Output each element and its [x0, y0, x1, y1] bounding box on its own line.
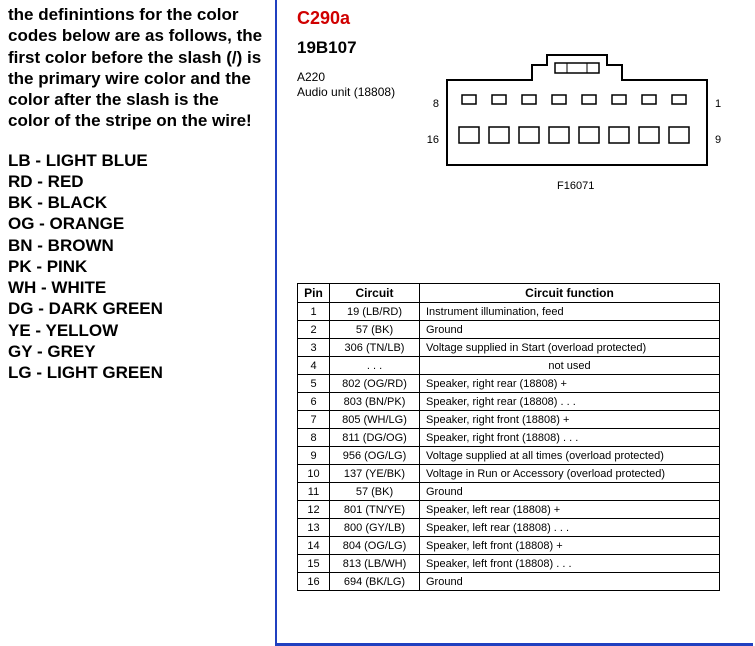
connector-sub: 19B107 — [297, 38, 357, 58]
cell-pin: 11 — [298, 483, 330, 501]
cell-pin: 8 — [298, 429, 330, 447]
cell-function: Voltage supplied in Start (overload prot… — [420, 339, 720, 357]
a220-label: A220 — [297, 70, 325, 84]
cell-circuit: . . . — [330, 357, 420, 375]
cell-function: not used — [420, 357, 720, 375]
cell-function: Speaker, right front (18808) + — [420, 411, 720, 429]
cell-circuit: 306 (TN/LB) — [330, 339, 420, 357]
header-circuit: Circuit — [330, 284, 420, 303]
table-row: 4. . .not used — [298, 357, 720, 375]
cell-circuit: 803 (BN/PK) — [330, 393, 420, 411]
color-code-item: RD - RED — [8, 171, 263, 192]
cell-pin: 10 — [298, 465, 330, 483]
cell-circuit: 813 (LB/WH) — [330, 555, 420, 573]
cell-circuit: 805 (WH/LG) — [330, 411, 420, 429]
color-code-item: PK - PINK — [8, 256, 263, 277]
connector-diagram: 8 1 16 9 — [417, 45, 737, 180]
header-function: Circuit function — [420, 284, 720, 303]
right-panel: C290a 19B107 A220 Audio unit (18808) 8 1… — [275, 0, 753, 646]
cell-pin: 7 — [298, 411, 330, 429]
cell-function: Ground — [420, 321, 720, 339]
color-code-list: LB - LIGHT BLUERD - REDBK - BLACKOG - OR… — [8, 150, 263, 384]
cell-function: Speaker, left rear (18808) . . . — [420, 519, 720, 537]
table-row: 13800 (GY/LB)Speaker, left rear (18808) … — [298, 519, 720, 537]
cell-circuit: 57 (BK) — [330, 483, 420, 501]
cell-pin: 14 — [298, 537, 330, 555]
cell-pin: 2 — [298, 321, 330, 339]
cell-pin: 4 — [298, 357, 330, 375]
table-row: 10137 (YE/BK)Voltage in Run or Accessory… — [298, 465, 720, 483]
table-row: 119 (LB/RD)Instrument illumination, feed — [298, 303, 720, 321]
table-row: 12801 (TN/YE)Speaker, left rear (18808) … — [298, 501, 720, 519]
pin-label-1: 1 — [715, 98, 721, 110]
cell-pin: 6 — [298, 393, 330, 411]
cell-circuit: 800 (GY/LB) — [330, 519, 420, 537]
cell-pin: 12 — [298, 501, 330, 519]
pin-table: Pin Circuit Circuit function 119 (LB/RD)… — [297, 283, 720, 591]
cell-function: Speaker, right rear (18808) . . . — [420, 393, 720, 411]
color-code-item: OG - ORANGE — [8, 213, 263, 234]
color-code-item: LB - LIGHT BLUE — [8, 150, 263, 171]
header-pin: Pin — [298, 284, 330, 303]
cell-pin: 15 — [298, 555, 330, 573]
table-row: 6803 (BN/PK)Speaker, right rear (18808) … — [298, 393, 720, 411]
cell-circuit: 956 (OG/LG) — [330, 447, 420, 465]
table-row: 1157 (BK)Ground — [298, 483, 720, 501]
cell-function: Ground — [420, 483, 720, 501]
cell-function: Speaker, left front (18808) . . . — [420, 555, 720, 573]
color-code-item: BN - BROWN — [8, 235, 263, 256]
cell-pin: 13 — [298, 519, 330, 537]
intro-text: the definintions for the color codes bel… — [8, 4, 263, 132]
left-panel: the definintions for the color codes bel… — [8, 4, 263, 383]
cell-function: Speaker, right rear (18808) + — [420, 375, 720, 393]
color-code-item: LG - LIGHT GREEN — [8, 362, 263, 383]
table-row: 3306 (TN/LB)Voltage supplied in Start (o… — [298, 339, 720, 357]
cell-circuit: 19 (LB/RD) — [330, 303, 420, 321]
cell-function: Voltage in Run or Accessory (overload pr… — [420, 465, 720, 483]
cell-function: Instrument illumination, feed — [420, 303, 720, 321]
cell-function: Speaker, left front (18808) + — [420, 537, 720, 555]
table-row: 7805 (WH/LG)Speaker, right front (18808)… — [298, 411, 720, 429]
cell-circuit: 804 (OG/LG) — [330, 537, 420, 555]
color-code-item: YE - YELLOW — [8, 320, 263, 341]
cell-pin: 16 — [298, 573, 330, 591]
table-row: 5802 (OG/RD)Speaker, right rear (18808) … — [298, 375, 720, 393]
cell-circuit: 137 (YE/BK) — [330, 465, 420, 483]
pin-label-8: 8 — [433, 98, 439, 110]
table-row: 8811 (DG/OG)Speaker, right front (18808)… — [298, 429, 720, 447]
table-row: 14804 (OG/LG)Speaker, left front (18808)… — [298, 537, 720, 555]
color-code-item: DG - DARK GREEN — [8, 298, 263, 319]
cell-pin: 1 — [298, 303, 330, 321]
color-code-item: WH - WHITE — [8, 277, 263, 298]
cell-function: Speaker, left rear (18808) + — [420, 501, 720, 519]
color-code-item: BK - BLACK — [8, 192, 263, 213]
pin-label-16: 16 — [427, 134, 439, 146]
diagram-bottom-label: F16071 — [557, 180, 594, 192]
table-row: 9956 (OG/LG)Voltage supplied at all time… — [298, 447, 720, 465]
cell-circuit: 802 (OG/RD) — [330, 375, 420, 393]
table-row: 257 (BK)Ground — [298, 321, 720, 339]
table-row: 15813 (LB/WH)Speaker, left front (18808)… — [298, 555, 720, 573]
table-header-row: Pin Circuit Circuit function — [298, 284, 720, 303]
cell-function: Voltage supplied at all times (overload … — [420, 447, 720, 465]
color-code-item: GY - GREY — [8, 341, 263, 362]
cell-function: Speaker, right front (18808) . . . — [420, 429, 720, 447]
cell-pin: 3 — [298, 339, 330, 357]
cell-pin: 9 — [298, 447, 330, 465]
pin-label-9: 9 — [715, 134, 721, 146]
cell-circuit: 694 (BK/LG) — [330, 573, 420, 591]
cell-circuit: 811 (DG/OG) — [330, 429, 420, 447]
audio-unit-label: Audio unit (18808) — [297, 85, 395, 99]
cell-circuit: 57 (BK) — [330, 321, 420, 339]
cell-pin: 5 — [298, 375, 330, 393]
cell-circuit: 801 (TN/YE) — [330, 501, 420, 519]
connector-id: C290a — [297, 8, 350, 29]
cell-function: Ground — [420, 573, 720, 591]
table-row: 16694 (BK/LG)Ground — [298, 573, 720, 591]
